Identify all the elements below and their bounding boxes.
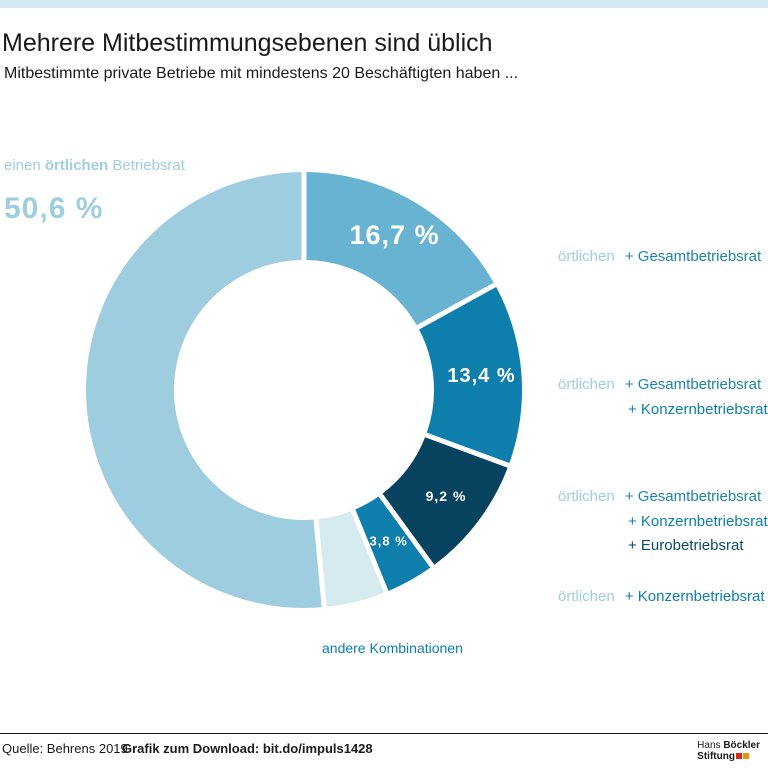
slice-value-label-2: 13,4 %: [447, 365, 515, 387]
slice-value-label-3: 9,2 %: [426, 488, 467, 504]
legend-3-euro: + Eurobetriebsrat: [628, 537, 744, 554]
footer-download-link[interactable]: Grafik zum Download: bit.do/impuls1428: [122, 741, 373, 756]
big-value-label: 50,6 %: [4, 192, 104, 225]
label-andere-kombinationen: andere Kombinationen: [322, 640, 463, 656]
donut-chart: 16,7 % 13,4 % 9,2 % 3,8 %: [86, 172, 522, 608]
legend-2-konzern: + Konzernbetriebsrat: [628, 401, 768, 418]
slice-value-label-4: 3,8 %: [370, 533, 408, 548]
legend-1-gesamt: + Gesamtbetriebsrat: [624, 248, 762, 265]
footer-divider: [0, 733, 768, 734]
legend-group-2: örtlichen + Gesamtbetriebsrat: [558, 375, 761, 395]
page-subtitle: Mitbestimmte private Betriebe mit mindes…: [4, 65, 519, 82]
hans-boeckler-logo: Hans Böckler Stiftung: [697, 740, 760, 762]
donut-slice-2: [419, 287, 522, 464]
legend-group-3: örtlichen + Gesamtbetriebsrat: [558, 487, 761, 507]
legend-1-oertlich: örtlichen: [558, 248, 615, 265]
slice-value-label-1: 16,7 %: [350, 220, 440, 250]
top-bar: [0, 0, 768, 8]
donut-slice-5: [318, 511, 384, 607]
legend-group-1: örtlichen + Gesamtbetriebsrat: [558, 247, 761, 267]
legend-group-4: örtlichen + Konzernbetriebsrat: [558, 587, 765, 607]
donut-slice-4: [355, 496, 431, 591]
logo-orange-mark: [742, 753, 749, 759]
legend-2-gesamt: + Gesamtbetriebsrat: [624, 376, 762, 393]
legend-2-oertlich: örtlichen: [558, 376, 615, 393]
legend-oertlich-suffix: Betriebsrat: [112, 157, 185, 174]
logo-stiftung: Stiftung: [697, 751, 735, 762]
page-title: Mehrere Mitbestimmungsebenen sind üblich: [2, 29, 493, 57]
logo-hans: Hans: [697, 740, 721, 751]
logo-red-mark: [735, 753, 742, 759]
logo-boeckler: Böckler: [723, 740, 760, 751]
donut-slice-1: [306, 172, 494, 326]
legend-oertlich-bold: örtlichen: [44, 157, 109, 174]
legend-oertlich: einen örtlichen Betriebsrat: [4, 156, 185, 176]
legend-oertlich-prefix: einen: [4, 157, 41, 174]
legend-3-gesamt: + Gesamtbetriebsrat: [624, 488, 762, 505]
legend-4-oertlich: örtlichen: [558, 588, 615, 605]
donut-slice-3: [382, 437, 508, 565]
legend-3-konzern: + Konzernbetriebsrat: [628, 513, 768, 530]
legend-3-oertlich: örtlichen: [558, 488, 615, 505]
legend-4-konzern: + Konzernbetriebsrat: [624, 588, 765, 605]
donut-slice-6: [86, 172, 322, 608]
footer-source: Quelle: Behrens 2019: [2, 741, 128, 756]
